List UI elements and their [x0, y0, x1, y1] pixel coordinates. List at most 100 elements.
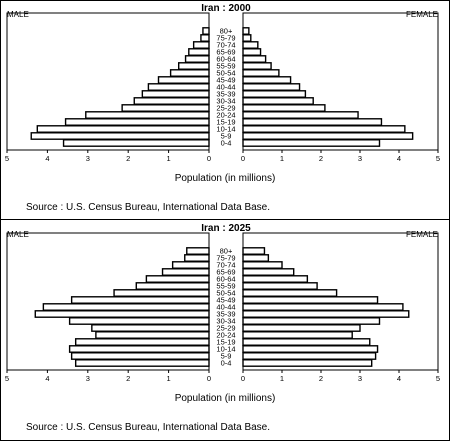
female-bar: [242, 289, 338, 297]
male-bar: [200, 34, 210, 42]
age-group-label: 35-39: [216, 90, 235, 99]
male-bar: [171, 261, 210, 269]
age-group-label: 5-9: [221, 132, 232, 141]
female-label: FEMALE: [406, 230, 438, 239]
male-bar: [30, 132, 210, 140]
x-tick-label: 4: [45, 374, 49, 383]
male-bar: [62, 139, 210, 147]
age-group-label: 30-34: [216, 317, 235, 326]
age-group-label: 5-9: [221, 352, 232, 361]
age-group-label: 40-44: [216, 83, 235, 92]
x-tick-label: 2: [319, 374, 323, 383]
male-bar: [184, 254, 210, 262]
age-group-label: 70-74: [216, 41, 235, 50]
age-group-label: 65-69: [216, 268, 235, 277]
age-group-label: 45-49: [216, 76, 235, 85]
pyramid-chart-2000: Iran : 2000 MALE FEMALE 80+75-7970-7465-696…: [5, 3, 440, 213]
age-group-label: 70-74: [216, 261, 235, 270]
male-bar: [70, 296, 210, 304]
source-note: Source : U.S. Census Bureau, Internation…: [26, 202, 270, 213]
x-tick-label: 0: [241, 154, 245, 163]
male-bar: [85, 111, 210, 119]
age-group-label: 60-64: [216, 55, 235, 64]
female-bar: [242, 90, 307, 98]
x-tick-label: 3: [358, 154, 362, 163]
chart-title: Iran : 2000: [201, 3, 251, 14]
x-tick-label: 1: [280, 374, 284, 383]
male-bar: [68, 317, 210, 325]
x-tick-label: 3: [86, 154, 90, 163]
female-bar: [242, 76, 292, 84]
x-tick-label: 0: [241, 374, 245, 383]
x-tick-label: 1: [167, 374, 171, 383]
male-bar: [169, 69, 210, 77]
x-tick-label: 4: [397, 154, 401, 163]
male-label: MALE: [7, 230, 29, 239]
male-bar: [161, 268, 210, 276]
x-tick-label: 3: [86, 374, 90, 383]
age-group-label: 75-79: [216, 254, 235, 263]
age-group-label: 75-79: [216, 34, 235, 43]
female-bar: [242, 310, 410, 318]
male-bar: [133, 97, 210, 105]
age-group-label: 25-29: [216, 324, 235, 333]
male-bar: [157, 76, 210, 84]
x-tick-label: 2: [126, 374, 130, 383]
female-bar: [242, 296, 379, 304]
male-bar: [95, 331, 210, 339]
female-bar: [242, 41, 259, 49]
male-bar: [121, 104, 210, 112]
male-bar: [91, 324, 210, 332]
male-bar: [145, 275, 210, 283]
female-bar: [242, 34, 252, 42]
female-bar: [242, 338, 371, 346]
age-group-label: 45-49: [216, 296, 235, 305]
x-tick-label: 3: [358, 374, 362, 383]
male-bar: [74, 338, 210, 346]
x-tick-label: 2: [319, 154, 323, 163]
x-tick-label: 5: [436, 374, 440, 383]
male-bar: [64, 118, 210, 126]
age-group-label: 50-54: [216, 69, 235, 78]
male-bar: [188, 48, 210, 56]
female-bar: [242, 104, 326, 112]
age-group-label: 30-34: [216, 97, 235, 106]
age-group-label: 80+: [220, 247, 233, 256]
age-group-label: 0-4: [221, 359, 232, 368]
female-bar: [242, 125, 406, 133]
age-group-label: 20-24: [216, 331, 235, 340]
female-bar: [242, 331, 353, 339]
female-bar: [242, 139, 381, 147]
age-group-label: 60-64: [216, 275, 235, 284]
female-bar: [242, 97, 314, 105]
female-bar: [242, 345, 379, 353]
female-label: FEMALE: [406, 10, 438, 19]
age-group-label: 25-29: [216, 104, 235, 113]
female-bar: [242, 62, 272, 70]
male-bar: [113, 289, 210, 297]
x-tick-label: 4: [397, 374, 401, 383]
male-bar: [34, 310, 210, 318]
male-bar: [70, 352, 210, 360]
age-group-label: 55-59: [216, 282, 235, 291]
male-label: MALE: [7, 10, 29, 19]
x-tick-label: 1: [280, 154, 284, 163]
age-group-label: 15-19: [216, 118, 235, 127]
female-bar: [242, 48, 262, 56]
female-bar: [242, 83, 301, 91]
female-bar: [242, 261, 283, 269]
male-bar: [68, 345, 210, 353]
female-bar: [242, 247, 266, 255]
x-tick-label: 4: [45, 154, 49, 163]
age-group-label: 40-44: [216, 303, 235, 312]
male-bar: [192, 41, 210, 49]
male-bar: [147, 83, 210, 91]
male-bar: [135, 282, 210, 290]
male-bar: [36, 125, 210, 133]
male-bar: [42, 303, 210, 311]
age-group-label: 50-54: [216, 289, 235, 298]
age-group-label: 55-59: [216, 62, 235, 71]
female-bar: [242, 268, 295, 276]
female-bar: [242, 111, 359, 119]
female-bar: [242, 352, 377, 360]
